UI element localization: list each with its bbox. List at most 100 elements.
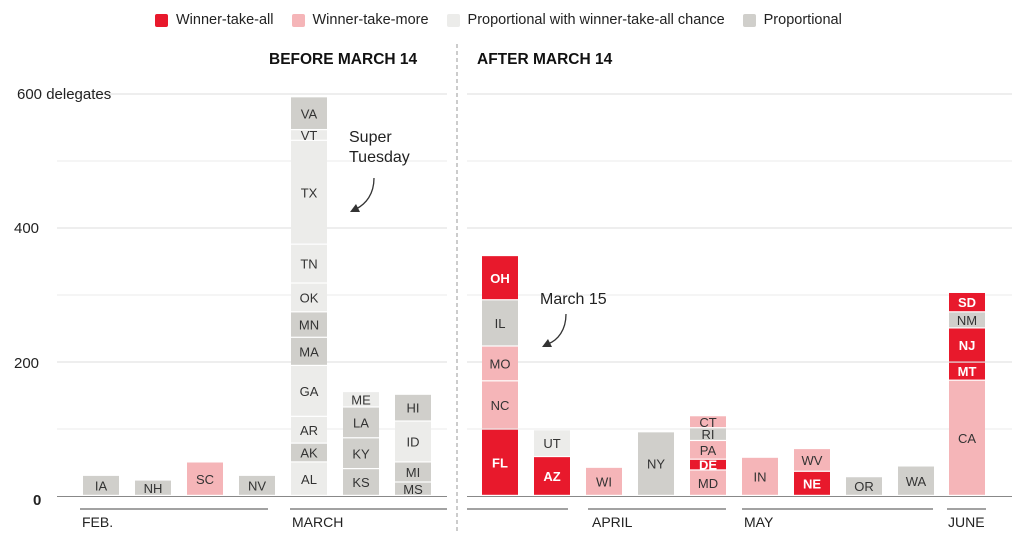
- bar-segment-or: [846, 477, 882, 495]
- bar-segment-mt: [949, 362, 985, 380]
- y-tick-label: 600 delegates: [17, 86, 111, 103]
- bar-label-sc: SC: [196, 472, 214, 487]
- bar-segment-pa: [690, 441, 726, 459]
- legend-label: Proportional: [763, 12, 842, 28]
- bar-segment-ak: [291, 443, 327, 462]
- legend-label: Winner-take-all: [176, 12, 274, 28]
- y-tick-label: 200: [14, 355, 39, 372]
- bar-label-nj: NJ: [959, 338, 976, 353]
- bar-segment-ca: [949, 380, 985, 495]
- month-label: APRIL: [592, 514, 633, 530]
- bar-segment-sd: [949, 292, 985, 312]
- bar-label-sd: SD: [958, 295, 976, 310]
- bar-label-ga: GA: [300, 384, 319, 399]
- bar-label-mn: MN: [299, 318, 319, 333]
- month-label: MARCH: [292, 514, 343, 530]
- bar-label-mi: MI: [406, 465, 420, 480]
- legend-item-winner-take-more: Winner-take-more: [291, 12, 429, 28]
- bar-segment-nj: [949, 328, 985, 362]
- bar-label-ma: MA: [299, 344, 319, 359]
- bar-segment-ks: [343, 469, 379, 495]
- bar-label-wa: WA: [906, 474, 927, 489]
- bar-label-in: IN: [754, 469, 767, 484]
- bar-segment-nv: [239, 475, 275, 495]
- annotation-arrowhead: [542, 339, 552, 347]
- annotation-arrowhead: [350, 204, 360, 212]
- bar-segment-az: [534, 457, 570, 495]
- bar-segment-ga: [291, 366, 327, 416]
- bar-label-ok: OK: [300, 291, 319, 306]
- bar-segment-vt: [291, 130, 327, 140]
- bar-segment-tn: [291, 244, 327, 283]
- bar-segment-mn: [291, 312, 327, 337]
- bar-label-ky: KY: [352, 446, 370, 461]
- bar-segment-de: [690, 459, 726, 470]
- legend-swatch: [155, 13, 168, 27]
- bar-label-ri: RI: [702, 427, 715, 442]
- bar-segment-id: [395, 421, 431, 462]
- bar-segment-nc: [482, 381, 518, 429]
- bar-segment-ok: [291, 283, 327, 312]
- bar-segment-ne: [794, 471, 830, 495]
- bar-label-de: DE: [699, 458, 717, 473]
- bar-label-fl: FL: [492, 455, 508, 470]
- bar-segment-wa: [898, 466, 934, 495]
- bar-label-ct: CT: [699, 415, 716, 430]
- bar-segment-al: [291, 462, 327, 495]
- section-header: BEFORE MARCH 14: [269, 51, 418, 68]
- bar-label-al: AL: [301, 472, 317, 487]
- bar-segment-ri: [690, 428, 726, 440]
- y-tick-label: 0: [33, 492, 41, 509]
- bar-label-or: OR: [854, 479, 874, 494]
- bar-segment-il: [482, 300, 518, 346]
- bar-segment-md: [690, 470, 726, 495]
- bar-label-md: MD: [698, 476, 718, 491]
- bar-segment-la: [343, 407, 379, 438]
- bar-label-ms: MS: [403, 482, 423, 497]
- legend-swatch: [742, 13, 756, 27]
- bar-segment-mo: [482, 346, 518, 381]
- bar-segment-ia: [83, 475, 119, 495]
- bar-segment-in: [742, 457, 778, 495]
- bar-label-ne: NE: [803, 476, 821, 491]
- bar-segment-hi: [395, 394, 431, 421]
- bar-label-id: ID: [407, 435, 420, 450]
- section-header: AFTER MARCH 14: [477, 51, 613, 68]
- legend-swatch: [291, 13, 305, 27]
- bar-label-mo: MO: [490, 357, 511, 372]
- bar-segment-mi: [395, 462, 431, 482]
- bar-segment-oh: [482, 256, 518, 300]
- bar-label-va: VA: [301, 106, 318, 121]
- annotation-arrow: [547, 313, 567, 345]
- month-label: JUNE: [948, 514, 985, 530]
- bar-label-tx: TX: [301, 185, 318, 200]
- month-label: FEB.: [82, 514, 113, 530]
- bar-label-oh: OH: [490, 271, 510, 286]
- legend-item-winner-take-all: Winner-take-all: [155, 12, 274, 28]
- bar-segment-nm: [949, 312, 985, 328]
- annotation-super-tuesday: Tuesday: [349, 149, 410, 166]
- bar-label-az: AZ: [543, 469, 560, 484]
- bar-label-nc: NC: [491, 398, 510, 413]
- bar-segment-ut: [534, 430, 570, 456]
- bar-segment-ny: [638, 432, 674, 495]
- y-tick-label: 400: [14, 220, 39, 237]
- bar-label-la: LA: [353, 415, 369, 430]
- bar-label-pa: PA: [700, 443, 717, 458]
- bar-segment-wi: [586, 467, 622, 495]
- bar-label-ny: NY: [647, 457, 665, 472]
- bar-label-ut: UT: [543, 436, 560, 451]
- month-label: MAY: [744, 514, 774, 530]
- annotation-march-15: March 15: [540, 291, 607, 308]
- bar-label-mt: MT: [958, 364, 977, 379]
- bar-segment-fl: [482, 429, 518, 495]
- bar-segment-me: [343, 392, 379, 407]
- bar-segment-ma: [291, 337, 327, 365]
- bar-segment-ms: [395, 482, 431, 495]
- bar-segment-ct: [690, 416, 726, 428]
- bar-label-vt: VT: [301, 128, 318, 143]
- bar-label-ak: AK: [300, 446, 318, 461]
- bar-label-nm: NM: [957, 313, 977, 328]
- legend-swatch: [446, 13, 460, 27]
- bar-label-ar: AR: [300, 423, 318, 438]
